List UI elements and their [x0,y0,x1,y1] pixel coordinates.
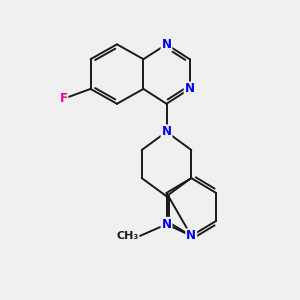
Text: N: N [161,218,172,231]
Text: N: N [186,230,196,242]
Text: N: N [161,38,172,51]
Text: F: F [59,92,68,105]
Text: N: N [184,82,195,95]
Text: CH₃: CH₃ [116,231,138,241]
Text: N: N [161,125,172,138]
